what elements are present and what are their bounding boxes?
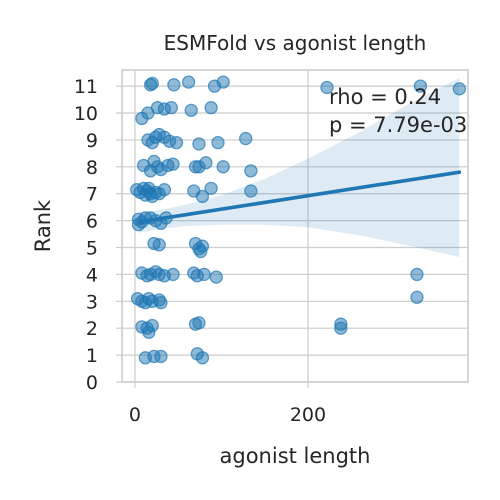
confidence-band-layer xyxy=(139,78,460,257)
y-tick-label: 0 xyxy=(86,372,98,394)
y-tick-label: 5 xyxy=(86,238,98,260)
y-tick-label: 11 xyxy=(74,76,98,98)
data-point xyxy=(192,316,206,330)
data-point xyxy=(181,75,196,89)
y-axis-label: Rank xyxy=(31,199,55,252)
x-axis-label: agonist length xyxy=(220,444,371,468)
data-point xyxy=(143,78,158,92)
data-point xyxy=(157,183,172,197)
data-point xyxy=(167,78,181,92)
plot-frame xyxy=(121,69,469,383)
data-point xyxy=(413,79,428,93)
regression-layer xyxy=(137,170,462,224)
data-point xyxy=(209,270,223,284)
data-point xyxy=(197,267,211,282)
data-point xyxy=(204,181,218,195)
x-tick-label: 0 xyxy=(129,404,141,426)
chart-title: ESMFold vs agonist length xyxy=(164,31,427,55)
data-point xyxy=(211,135,225,150)
data-point xyxy=(244,184,258,198)
data-point xyxy=(192,137,206,151)
rho-annotation: rho = 0.24 xyxy=(329,85,441,109)
y-tick-label: 1 xyxy=(86,345,98,367)
data-point xyxy=(145,318,159,333)
y-tick-label: 8 xyxy=(86,157,98,179)
y-tick-label: 7 xyxy=(86,184,98,206)
data-point xyxy=(141,106,155,120)
points-layer xyxy=(130,75,467,365)
data-point xyxy=(334,317,348,331)
confidence-band xyxy=(139,78,460,257)
data-point xyxy=(216,75,230,89)
y-tick-label: 10 xyxy=(74,103,98,125)
data-point xyxy=(410,267,424,282)
p-value-annotation: p = 7.79e-03 xyxy=(329,113,467,137)
regression-line xyxy=(137,170,462,224)
data-point xyxy=(239,131,253,146)
y-tick-label: 9 xyxy=(86,130,98,152)
ticks-layer: 0 1 2 3 4 5 6 7 8 9 10 11 0 200 xyxy=(74,76,326,426)
data-point xyxy=(169,135,184,150)
y-tick-label: 3 xyxy=(86,291,98,313)
data-point xyxy=(166,267,180,282)
data-point xyxy=(154,296,168,310)
data-point xyxy=(192,242,206,256)
data-point xyxy=(164,101,178,115)
data-point xyxy=(216,160,230,174)
data-point xyxy=(195,351,210,365)
x-tick-label: 200 xyxy=(290,404,326,426)
data-point xyxy=(204,101,218,115)
data-point xyxy=(410,290,424,304)
y-tick-label: 2 xyxy=(86,318,98,340)
data-point xyxy=(244,164,258,178)
data-point xyxy=(166,157,180,171)
y-tick-label: 6 xyxy=(86,211,98,233)
data-point xyxy=(195,189,210,204)
data-point xyxy=(452,82,467,96)
data-point xyxy=(199,156,213,170)
data-point xyxy=(152,238,166,252)
data-point xyxy=(184,103,198,117)
data-point xyxy=(320,80,334,95)
data-point xyxy=(154,349,168,364)
y-tick-label: 4 xyxy=(86,264,98,286)
